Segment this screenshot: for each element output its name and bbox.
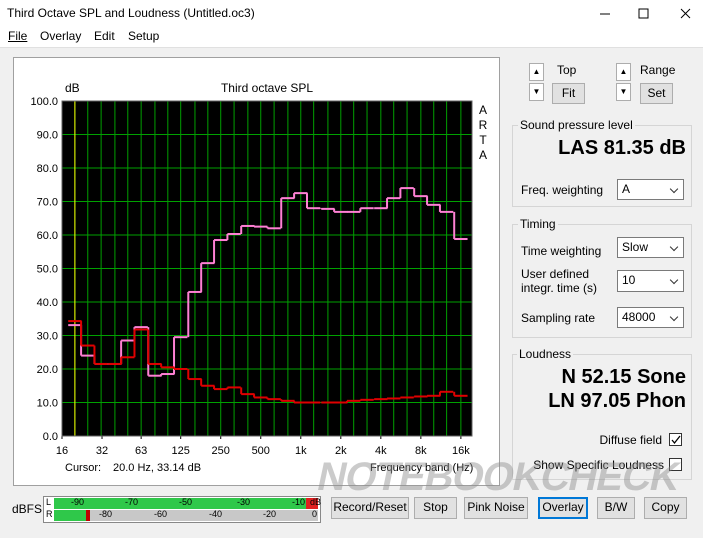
x-tick-label: 16k: [452, 445, 470, 457]
x-axis-label: Frequency band (Hz): [370, 462, 473, 474]
group-title: Loudness: [517, 347, 574, 361]
x-tick-label: 125: [172, 445, 190, 457]
menu-item[interactable]: Edit: [94, 29, 115, 43]
y-tick-label: 90.0: [37, 130, 58, 142]
y-tick-label: 50.0: [37, 264, 58, 276]
maximize[interactable]: [638, 8, 649, 19]
button[interactable]: Record/Reset: [331, 497, 409, 519]
side-label: ARTA: [476, 103, 490, 163]
meter-scale: -60: [154, 509, 168, 519]
meter-bar-right-peak: [86, 510, 90, 521]
checkbox[interactable]: [669, 458, 682, 471]
spl-reading: LAS 81.35 dB: [558, 137, 686, 159]
meter-scale: -30: [237, 497, 251, 507]
spin-down[interactable]: ▼: [616, 83, 631, 101]
channel: R: [46, 509, 53, 519]
text-input[interactable]: 10: [617, 270, 684, 292]
menu-item[interactable]: Setup: [128, 29, 160, 43]
y-tick-label: 40.0: [37, 297, 58, 309]
button[interactable]: B/W: [597, 497, 635, 519]
label: Show Specific Loudness: [533, 458, 664, 472]
y-tick-label: 70.0: [37, 197, 58, 209]
loudness-ln: LN 97.05 Phon: [548, 390, 686, 412]
meter-scale: -80: [99, 509, 113, 519]
label: Freq. weighting: [521, 183, 604, 197]
x-tick-label: 250: [212, 445, 230, 457]
y-tick-label: 30.0: [37, 331, 58, 343]
watermark: NOTEBOOKCHECK: [313, 455, 684, 499]
meter-scale: -70: [125, 497, 139, 507]
spin-up[interactable]: ▲: [529, 63, 544, 81]
group-title: Sound pressure level: [518, 118, 635, 132]
y-tick-label: 0.0: [43, 431, 58, 443]
spin-up[interactable]: ▲: [616, 63, 631, 81]
meter-label: dBFS: [12, 502, 43, 516]
x-tick-label: 63: [135, 445, 147, 457]
dropdown[interactable]: Slow: [617, 237, 684, 258]
menu-item[interactable]: Overlay: [40, 29, 82, 43]
label: Sampling rate: [521, 311, 596, 325]
y-tick-label: 80.0: [37, 163, 58, 175]
plot-border: [61, 100, 473, 437]
x-tick-label: 16: [56, 445, 68, 457]
x-tick-label: 32: [96, 445, 108, 457]
x-tick-label: 500: [252, 445, 270, 457]
meter-scale: -90: [71, 497, 85, 507]
meter-unit: dB: [310, 497, 322, 507]
label: User defined: [521, 267, 590, 281]
group-title: Timing: [518, 217, 558, 231]
y-tick-label: 60.0: [37, 230, 58, 242]
label: Top: [557, 63, 577, 77]
button[interactable]: Set: [640, 83, 673, 104]
meter-bar-right: [54, 510, 86, 521]
y-unit: dB: [65, 81, 80, 95]
chart-title: Third octave SPL: [221, 81, 313, 95]
button[interactable]: Overlay: [538, 497, 588, 519]
loudness-group: [512, 354, 692, 480]
button[interactable]: Pink Noise: [464, 497, 528, 519]
label: Diffuse field: [599, 433, 662, 447]
button[interactable]: Fit: [552, 83, 585, 104]
dropdown[interactable]: 48000: [617, 307, 684, 328]
close[interactable]: [680, 8, 691, 19]
label: Range: [640, 63, 676, 77]
button[interactable]: Stop: [414, 497, 457, 519]
x-tick-label: 8k: [415, 445, 427, 457]
chart[interactable]: dB Third octave SPL ARTA Frequency band (Hz…: [13, 57, 500, 486]
cursor-readout: 20.0 Hz, 33.14 dB: [113, 462, 201, 474]
y-tick-label: 10.0: [37, 398, 58, 410]
button[interactable]: Copy: [644, 497, 687, 519]
cursor-label: Cursor:: [65, 462, 101, 474]
x-tick-label: 1k: [295, 445, 307, 457]
loudness-n: N 52.15 Sone: [561, 366, 686, 388]
dropdown[interactable]: A: [617, 179, 684, 200]
label: Time weighting: [521, 244, 602, 258]
meter-bar-right-empty: [90, 510, 318, 521]
meter-scale: -40: [209, 509, 223, 519]
channel: L: [46, 497, 52, 507]
title-bar: Third Octave SPL and Loudness (Untitled.…: [0, 0, 703, 27]
window-title: Third Octave SPL and Loudness (Untitled.…: [7, 6, 255, 20]
meter-scale: -10: [292, 497, 306, 507]
meter-bar-left-peak: [306, 498, 318, 509]
meter-scale: 0: [312, 509, 318, 519]
checkbox[interactable]: [669, 433, 682, 446]
timing-group: [512, 224, 692, 338]
label: integr. time (s): [521, 281, 598, 295]
level-meter: L R -90 -70 -50 -30 -10 dB -80 -60 -40 -…: [43, 496, 321, 523]
menu-bar: File Overlay Edit Setup: [0, 27, 703, 48]
menu-item[interactable]: File: [8, 29, 28, 43]
meter-bar-left: [54, 498, 306, 509]
y-tick-label: 20.0: [37, 364, 58, 376]
spin-down[interactable]: ▼: [529, 83, 544, 101]
x-tick-label: 4k: [375, 445, 387, 457]
x-tick-label: 2k: [335, 445, 347, 457]
meter-scale: -50: [179, 497, 193, 507]
window-controls[interactable]: [580, 0, 703, 27]
meter-scale: -20: [263, 509, 277, 519]
y-tick-label: 100.0: [30, 96, 58, 108]
